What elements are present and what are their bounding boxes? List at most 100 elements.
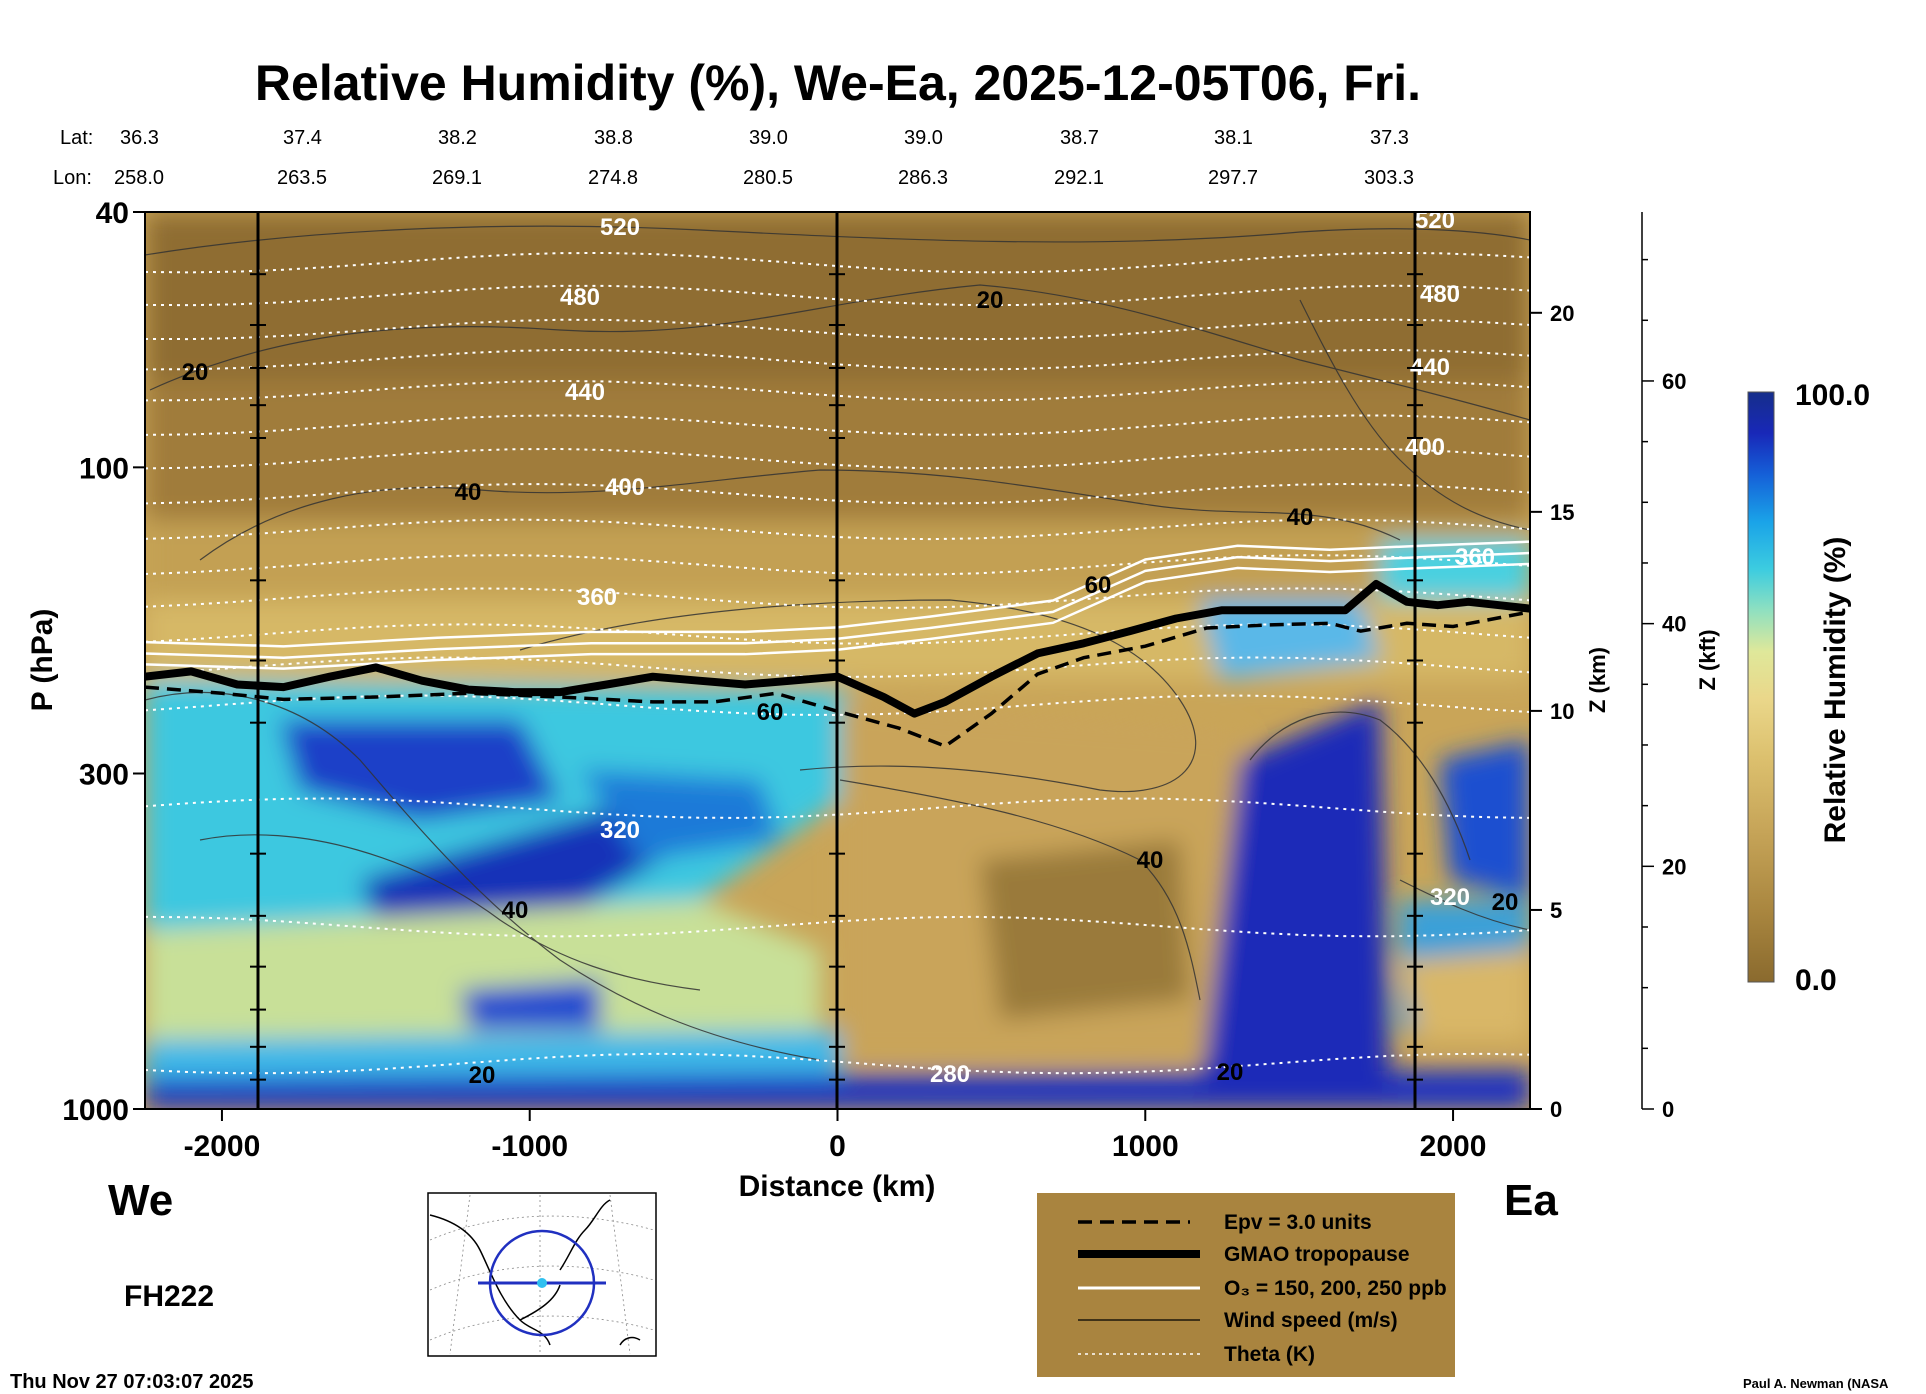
z-km-tick-label: 20 xyxy=(1550,301,1574,326)
lat-value: 36.3 xyxy=(120,127,159,149)
locator-map xyxy=(427,1192,657,1357)
z-km-tick-label: 5 xyxy=(1550,898,1562,923)
wind-contour-9 xyxy=(1399,879,1530,931)
legend: Epv = 3.0 units GMAO tropopause O₃ = 150… xyxy=(1037,1193,1455,1377)
lat-values: 36.3 37.4 38.2 38.8 39.0 39.0 38.7 38.1 37.3 xyxy=(120,127,1409,149)
lat-lon-header: Lat: Lon: 36.3 37.4 38.2 38.8 39.0 39.0 38.7 38… xyxy=(53,127,1414,189)
theta-label: 400 xyxy=(605,474,645,501)
lon-value: 286.3 xyxy=(898,167,948,189)
wind-contour-5 xyxy=(145,691,821,1061)
lat-value: 39.0 xyxy=(904,127,943,149)
legend-theta-label: Theta (K) xyxy=(1224,1343,1315,1366)
pressure-axis: 40 100 300 1000 xyxy=(62,197,1423,1127)
theta-label: 280 xyxy=(930,1061,970,1088)
direction-east: Ea xyxy=(1504,1176,1558,1225)
colorbar-title: Relative Humidity (%) xyxy=(1819,537,1852,844)
theta-label: 360 xyxy=(1455,544,1495,571)
theta-label: 320 xyxy=(1430,884,1470,911)
colorbar-max-label: 100.0 xyxy=(1795,379,1870,412)
credit: Paul A. Newman (NASA xyxy=(1743,1376,1889,1391)
y-axis-label: P (hPa) xyxy=(26,609,59,712)
z-kft-tick-label: 0 xyxy=(1662,1097,1674,1122)
legend-wind-label: Wind speed (m/s) xyxy=(1224,1309,1398,1332)
wind-contour-3 xyxy=(199,469,1401,561)
x-tick-label: 2000 xyxy=(1420,1130,1487,1163)
lon-value: 263.5 xyxy=(277,167,327,189)
wind-contours xyxy=(145,225,1530,1061)
theta-label: 320 xyxy=(600,817,640,844)
ozone-line xyxy=(145,562,1530,670)
z-kft-tick-label: 20 xyxy=(1662,854,1686,879)
locator-map-frame xyxy=(427,1192,657,1357)
rh-blue-column xyxy=(1200,700,1390,1100)
z-km-axis: 0 5 10 15 20 xyxy=(1530,301,1574,1122)
forecast-hour: FH222 xyxy=(124,1280,214,1313)
ozone-line xyxy=(145,551,1530,659)
z-kft-axis: 0 20 40 60 xyxy=(1641,212,1686,1122)
z-km-label: Z (km) xyxy=(1585,647,1610,713)
lon-value: 297.7 xyxy=(1208,167,1258,189)
ozone-line xyxy=(145,540,1530,648)
wind-contour-7 xyxy=(839,779,1201,1001)
lon-value: 292.1 xyxy=(1054,167,1104,189)
y-tick-label: 300 xyxy=(79,758,129,791)
wind-label: 20 xyxy=(1492,889,1519,916)
rh-dark-center xyxy=(980,840,1190,1020)
lon-value: 258.0 xyxy=(114,167,164,189)
wind-label: 40 xyxy=(502,897,529,924)
wind-label: 60 xyxy=(1085,572,1112,599)
rh-blue-left-3 xyxy=(580,770,780,860)
lat-value: 37.4 xyxy=(283,127,322,149)
epv-line xyxy=(145,610,1530,749)
z-kft-tick-label: 60 xyxy=(1662,369,1686,394)
z-kft-tick-label: 40 xyxy=(1662,612,1686,637)
x-axis-label: Distance (km) xyxy=(739,1170,936,1203)
x-tick-label: -1000 xyxy=(491,1130,568,1163)
x-tick-label: 1000 xyxy=(1112,1130,1179,1163)
legend-ozone-label: O₃ = 150, 200, 250 ppb xyxy=(1224,1277,1447,1300)
direction-west: We xyxy=(108,1176,173,1225)
lat-value: 38.2 xyxy=(438,127,477,149)
wind-contour-6 xyxy=(199,834,701,991)
wind-label: 40 xyxy=(1287,504,1314,531)
y-tick-label: 1000 xyxy=(62,1094,129,1127)
theta-label: 520 xyxy=(600,214,640,241)
wind-label: 20 xyxy=(182,359,209,386)
wind-label: 20 xyxy=(469,1062,496,1089)
lat-value: 38.8 xyxy=(594,127,633,149)
lat-value: 37.3 xyxy=(1370,127,1409,149)
theta-label: 480 xyxy=(1420,281,1460,308)
lat-value: 38.1 xyxy=(1214,127,1253,149)
lon-value: 280.5 xyxy=(743,167,793,189)
tropopause-line xyxy=(145,580,1530,718)
wind-contour-1 xyxy=(145,225,1530,256)
wind-contour-2 xyxy=(149,284,1530,421)
z-km-tick-label: 15 xyxy=(1550,500,1574,525)
rh-blue-left-1 xyxy=(280,720,560,820)
rh-cyan-right-mid xyxy=(1200,600,1380,680)
legend-epv-label: Epv = 3.0 units xyxy=(1224,1211,1372,1234)
colorbar-ramp xyxy=(1747,391,1775,983)
colorbar-min-label: 0.0 xyxy=(1795,964,1837,997)
lat-value: 38.7 xyxy=(1060,127,1099,149)
z-kft-label: Z (kft) xyxy=(1695,629,1720,690)
distance-axis: -2000 -1000 0 1000 2000 xyxy=(184,1109,1487,1163)
rh-tan-right-low xyxy=(1400,950,1530,1040)
rh-blue-left-2 xyxy=(360,800,660,930)
lat-value: 39.0 xyxy=(749,127,788,149)
colorbar: 100.0 0.0 Relative Humidity (%) xyxy=(1747,379,1870,997)
lat-label: Lat: xyxy=(60,127,93,149)
lon-value: 269.1 xyxy=(432,167,482,189)
wind-label: 20 xyxy=(977,287,1004,314)
y-tick-label: 100 xyxy=(79,452,129,485)
wind-contour-8 xyxy=(1249,711,1471,861)
x-tick-label: 0 xyxy=(829,1130,846,1163)
lon-values: 258.0 263.5 269.1 274.8 280.5 286.3 292.1 297.7… xyxy=(114,167,1414,189)
wind-label: 40 xyxy=(455,479,482,506)
z-km-tick-label: 0 xyxy=(1550,1097,1562,1122)
y-tick-label: 40 xyxy=(96,197,129,230)
timestamp: Thu Nov 27 07:03:07 2025 xyxy=(10,1371,253,1393)
wind-contour-4 xyxy=(519,599,1197,793)
